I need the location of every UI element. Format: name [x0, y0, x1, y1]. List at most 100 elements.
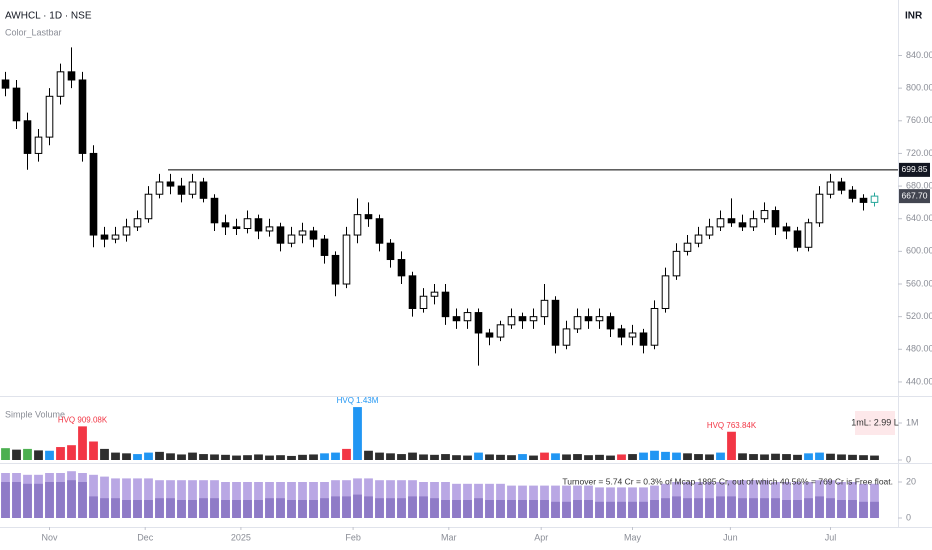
bar: [617, 501, 626, 518]
candle-body: [529, 316, 538, 322]
x-tick-label: May: [624, 532, 642, 542]
bar: [727, 431, 736, 460]
bar: [1, 448, 10, 460]
bar: [122, 478, 131, 518]
bar: [353, 494, 362, 518]
bar-value-label: HVQ 763.84K: [707, 421, 757, 430]
bar: [870, 483, 879, 518]
bar: [364, 450, 373, 460]
candle-body: [100, 234, 109, 240]
bar: [221, 500, 230, 518]
candle-body: [507, 316, 516, 326]
bar: [133, 454, 142, 460]
y-tick-label: 520.00: [906, 311, 932, 321]
x-tick-label: Jul: [825, 532, 837, 542]
bar: [782, 454, 791, 460]
bar: [386, 453, 395, 460]
bar: [507, 500, 516, 518]
candle-body: [815, 193, 824, 224]
bar: [672, 496, 681, 518]
candle-body: [45, 95, 54, 138]
bar: [430, 454, 439, 460]
bar: [12, 449, 21, 460]
bar: [243, 455, 252, 460]
bar: [232, 500, 241, 518]
candle-body: [265, 226, 274, 232]
candle-body: [78, 79, 87, 154]
bar: [408, 496, 417, 518]
bar: [441, 500, 450, 518]
volume-annotation: 1mL: 2.99 L: [851, 417, 899, 427]
bar: [67, 480, 76, 518]
bar: [166, 498, 175, 518]
candle-body: [353, 214, 362, 236]
annotation-box: [855, 411, 895, 435]
bar: [188, 452, 197, 460]
bar: [1, 482, 10, 518]
bar: [23, 448, 32, 460]
bar: [463, 500, 472, 518]
bar: [452, 455, 461, 460]
candle-body: [166, 181, 175, 187]
bar: [188, 480, 197, 518]
bar: [298, 454, 307, 460]
y-tick-label: 840.00: [906, 50, 932, 60]
y-tick-label: 560.00: [906, 278, 932, 288]
bar: [122, 453, 131, 460]
candle-body: [584, 316, 593, 322]
bar: [738, 453, 747, 460]
bar: [474, 498, 483, 518]
candle-body: [782, 226, 791, 232]
bar: [474, 452, 483, 460]
bar: [518, 500, 527, 518]
bar: [111, 452, 120, 460]
bar: [342, 448, 351, 460]
y-tick-label: 720.00: [906, 148, 932, 158]
bar: [606, 501, 615, 518]
bar: [793, 454, 802, 460]
candle-body: [804, 222, 813, 248]
bar: [727, 496, 736, 518]
candle-body: [419, 295, 428, 309]
bar: [232, 455, 241, 460]
bar: [23, 483, 32, 518]
bar: [265, 498, 274, 518]
bar: [683, 498, 692, 518]
candle-body: [111, 234, 120, 240]
bar: [375, 452, 384, 460]
bar: [595, 454, 604, 460]
y-tick-label: 640.00: [906, 213, 932, 223]
bar: [848, 454, 857, 460]
candle-body: [408, 275, 417, 309]
last-price-box: [899, 189, 930, 204]
bar: [78, 426, 87, 460]
bar: [67, 445, 76, 460]
candle-body: [650, 307, 659, 346]
bar: [705, 454, 714, 460]
bar: [89, 496, 98, 518]
bar: [331, 452, 340, 460]
bar: [683, 453, 692, 460]
candle-body: [617, 328, 626, 338]
y-tick-label: 680.00: [906, 180, 932, 190]
candle-body: [243, 218, 252, 230]
y-tick-label: 600.00: [906, 246, 932, 256]
bar: [496, 454, 505, 460]
bar: [155, 498, 164, 518]
bar: [463, 455, 472, 460]
candle-body: [155, 181, 164, 195]
bar: [144, 500, 153, 518]
bar: [760, 454, 769, 460]
bar: [507, 455, 516, 460]
candle-body: [221, 222, 230, 228]
bar: [177, 500, 186, 518]
candle-body: [606, 316, 615, 330]
y-tick-label: 1M: [906, 417, 919, 427]
bar: [320, 498, 329, 518]
y-tick-label: 20: [906, 476, 916, 486]
candle-body: [485, 332, 494, 338]
bar: [826, 498, 835, 518]
bar: [859, 483, 868, 518]
bar: [210, 454, 219, 460]
candle-body: [639, 332, 648, 346]
